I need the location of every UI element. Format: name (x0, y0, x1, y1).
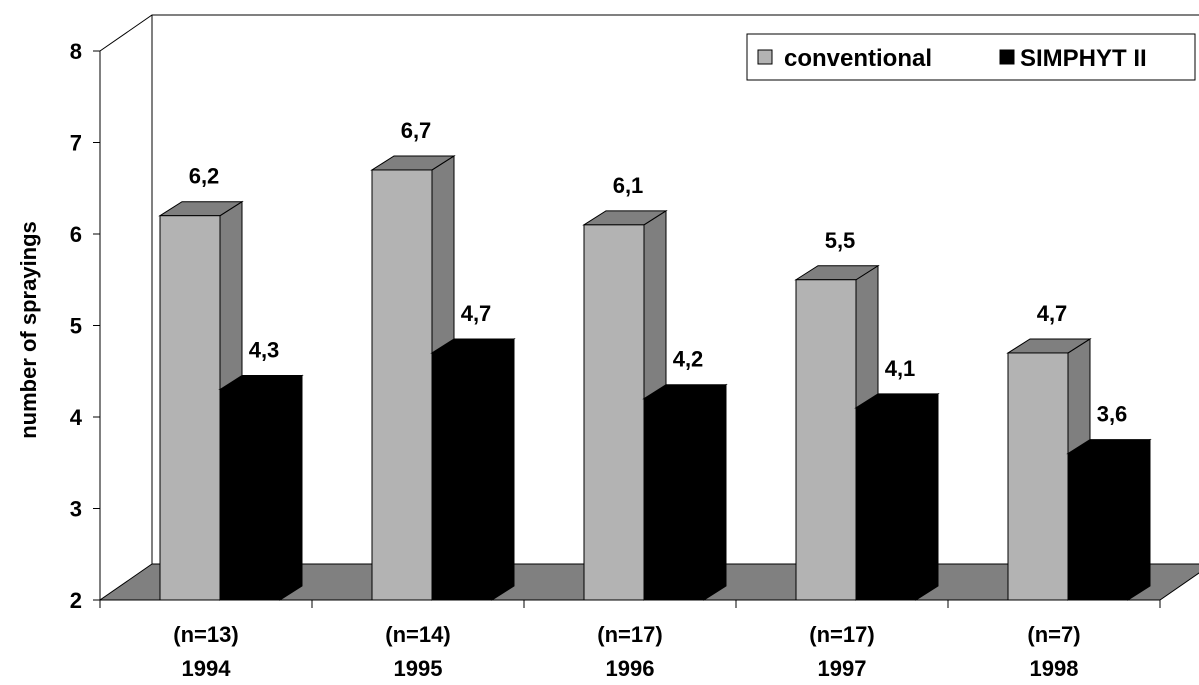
bar-side (279, 374, 303, 601)
x-category-count-label: (n=14) (385, 622, 450, 647)
bar-front (1007, 352, 1069, 601)
bar-simphyt-1995 (430, 338, 516, 601)
data-label: 4,7 (1037, 301, 1068, 326)
bar-simphyt-1997 (854, 392, 940, 601)
data-label: 6,2 (189, 164, 220, 189)
data-label: 3,6 (1097, 402, 1128, 427)
data-label: 4,1 (885, 356, 916, 381)
legend-swatch (999, 49, 1015, 65)
data-label: 4,7 (461, 301, 492, 326)
y-tick-label: 7 (70, 131, 82, 156)
x-category-count-label: (n=7) (1027, 622, 1080, 647)
x-category-count-label: (n=13) (173, 622, 238, 647)
bar-side (1127, 438, 1151, 601)
bar-series (158, 155, 1152, 601)
legend-swatch (757, 49, 773, 65)
bar-front (855, 407, 917, 601)
bar-side (703, 383, 727, 601)
bar-front (643, 398, 705, 601)
bar-front (1067, 453, 1129, 601)
bar-simphyt-1998 (1066, 438, 1152, 601)
bar-front (219, 389, 281, 601)
y-axis: 2 3 4 5 6 7 8 (70, 39, 101, 613)
bar-front (159, 215, 221, 601)
bar-front (583, 224, 645, 601)
data-label: 4,3 (249, 338, 280, 363)
data-label: 4,2 (673, 347, 704, 372)
bar-conventional-1995 (370, 155, 456, 601)
data-labels: 6,2 4,3 6,7 4,7 6,1 4,2 5,5 4,1 4,7 3,6 (189, 118, 1128, 427)
bar-side (491, 338, 515, 601)
data-label: 6,7 (401, 118, 432, 143)
y-tick-label: 3 (70, 497, 82, 522)
legend-box (746, 33, 1196, 81)
x-category-label: 1997 (818, 656, 867, 681)
legend-label: conventional (784, 45, 932, 72)
x-category-count-label: (n=17) (809, 622, 874, 647)
bar-simphyt-1996 (642, 383, 728, 601)
y-tick-label: 4 (70, 405, 83, 430)
bar-conventional-1994 (158, 200, 244, 601)
bar-simphyt-1994 (218, 374, 304, 601)
x-category-label: 1996 (606, 656, 655, 681)
y-axis-title: number of sprayings (16, 221, 41, 439)
x-category-count-label: (n=17) (597, 622, 662, 647)
data-label: 6,1 (613, 173, 644, 198)
legend-label: SIMPHYT II (1020, 45, 1147, 72)
bar-front (371, 169, 433, 601)
x-category-label: 1998 (1030, 656, 1079, 681)
data-label: 5,5 (825, 228, 856, 253)
x-category-label: 1995 (394, 656, 443, 681)
y-tick-label: 5 (70, 314, 82, 339)
x-category-label: 1994 (182, 656, 232, 681)
legend: conventional SIMPHYT II (746, 33, 1196, 81)
bar-side (915, 392, 939, 601)
y-tick-label: 8 (70, 39, 82, 64)
bar-front (795, 279, 857, 601)
x-axis: (n=13) 1994 (n=14) 1995 (n=17) 1996 (n=17) 1997… (99, 599, 1161, 681)
y-tick-label: 2 (70, 588, 82, 613)
bar-front (431, 352, 493, 601)
y-tick-label: 6 (70, 222, 82, 247)
